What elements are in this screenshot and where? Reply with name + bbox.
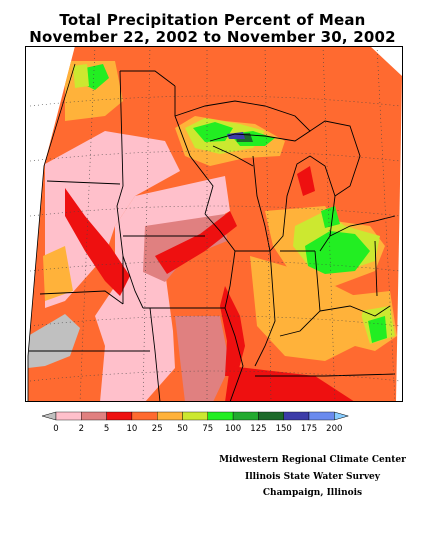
boundary-indiana-ohio xyxy=(279,250,321,337)
boundary-missouri-kansas xyxy=(149,307,161,402)
zone-red-lower-mi xyxy=(297,166,315,196)
title-line-2: November 22, 2002 to November 30, 2002 xyxy=(29,28,396,46)
map-title: Total Precipitation Percent of Mean Nove… xyxy=(0,12,425,46)
lake-superior-shore xyxy=(174,100,311,142)
boundary-ohio-kentucky xyxy=(319,305,391,317)
zone-orange-northwest-tip xyxy=(43,246,73,301)
lake-huron-shore xyxy=(309,120,361,197)
legend-label-10: 10 xyxy=(126,424,137,434)
legend-label-50: 50 xyxy=(177,424,188,434)
legend-swatch-5 xyxy=(156,411,183,421)
legend-swatch-1 xyxy=(55,411,82,421)
legend-label-5: 5 xyxy=(104,424,109,434)
legend-swatch-7 xyxy=(207,411,234,421)
legend: 0 2 5 10 25 50 75 100 125 150 175 200 xyxy=(41,411,350,434)
zone-gray-nebraska xyxy=(28,314,80,368)
credits: Midwestern Regional Climate Center Illin… xyxy=(205,452,420,502)
boundary-kentucky-tennessee xyxy=(255,373,396,377)
legend-swatch-10 xyxy=(283,411,310,421)
boundary-mississippi xyxy=(204,213,244,402)
meridian-4 xyxy=(264,46,272,402)
precipitation-map xyxy=(25,46,403,402)
legend-label-2: 2 xyxy=(79,424,84,434)
canada-border xyxy=(120,70,176,87)
zone-green-minnesota-tip xyxy=(83,64,109,90)
meridian-5 xyxy=(322,46,336,402)
legend-arrow-right xyxy=(334,411,350,421)
zone-red-minnesota xyxy=(65,188,130,296)
boundary-ohio-pennsylvania xyxy=(374,240,378,297)
boundary-minnesota-wisconsin xyxy=(174,86,214,215)
zone-red-missouri xyxy=(220,286,245,376)
legend-label-150: 150 xyxy=(276,424,292,434)
legend-label-125: 125 xyxy=(250,424,266,434)
lake-erie-shore xyxy=(329,215,396,237)
boundary-nd-sd xyxy=(46,180,121,185)
zone-orange-ohio-valley xyxy=(250,256,365,361)
credit-line-3: Champaign, Illinois xyxy=(262,488,363,498)
title-line-1: Total Precipitation Percent of Mean xyxy=(59,11,366,29)
boundary-illinois-indiana xyxy=(254,250,276,367)
zone-blue-superior xyxy=(227,132,245,139)
graticule xyxy=(29,46,401,402)
legend-label-175: 175 xyxy=(301,424,317,434)
zone-green-kentucky xyxy=(368,316,387,343)
boundary-wisconsin-michigan xyxy=(212,145,254,167)
state-boundaries xyxy=(29,70,396,402)
credit-line-1: Midwestern Regional Climate Center xyxy=(219,455,406,465)
lake-michigan-shore xyxy=(252,155,336,252)
boundary-iowa-nebraska xyxy=(122,255,144,309)
legend-label-25: 25 xyxy=(152,424,163,434)
legend-label-0: 0 xyxy=(53,424,58,434)
zone-red-south xyxy=(225,366,355,402)
legend-arrow-left xyxy=(41,411,57,421)
zone-green-mi-east xyxy=(321,206,340,228)
legend-swatch-8 xyxy=(232,411,259,421)
legend-swatch-2 xyxy=(81,411,107,421)
map-frame xyxy=(25,46,403,402)
zone-pink-ia-mo xyxy=(95,176,230,402)
meridian-1 xyxy=(79,46,96,402)
boundary-sd-ne xyxy=(39,290,124,305)
zone-yellow-green-minnesota-tip xyxy=(73,64,89,88)
meridian-2 xyxy=(142,46,151,402)
zone-green-ohio xyxy=(305,231,370,274)
legend-label-75: 75 xyxy=(202,424,213,434)
region-outline xyxy=(27,63,76,402)
credit-line-2: Illinois State Water Survey xyxy=(244,471,381,482)
legend-swatch-6 xyxy=(182,411,208,421)
legend-swatch-4 xyxy=(131,411,158,421)
legend-label-200: 200 xyxy=(326,424,342,434)
boundary-dakotas-minnesota xyxy=(116,70,124,304)
legend-swatch-11 xyxy=(308,411,335,421)
zone-lightred-missouri xyxy=(175,316,230,402)
zone-pink-plains xyxy=(45,131,180,308)
legend-label-100: 100 xyxy=(225,424,241,434)
legend-swatch-3 xyxy=(106,411,133,421)
legend-swatch-9 xyxy=(258,411,284,421)
